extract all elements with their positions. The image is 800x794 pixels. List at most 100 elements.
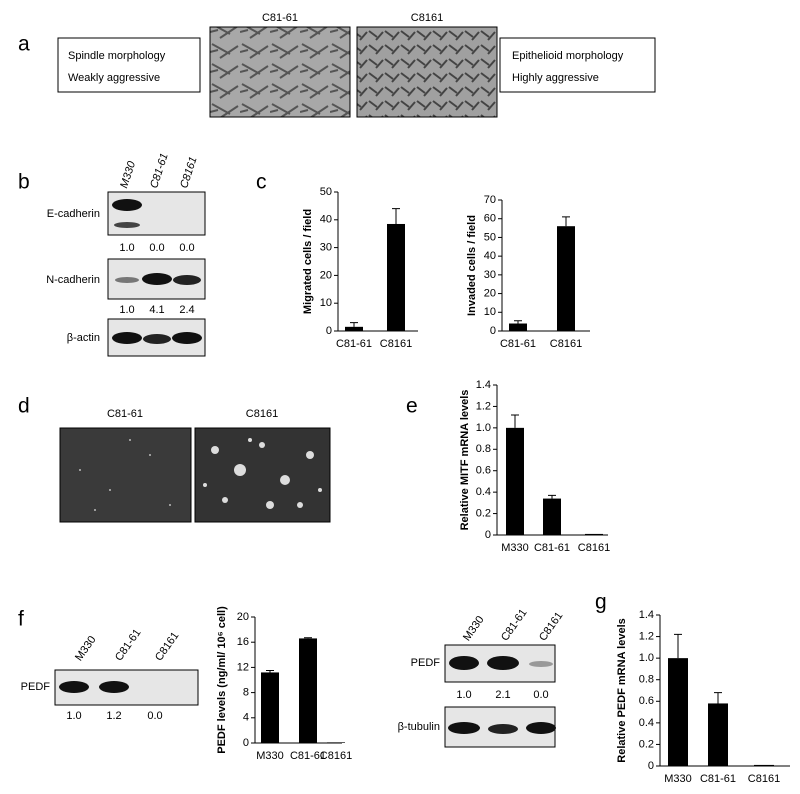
- error-bar: [392, 208, 400, 224]
- micrograph: [209, 26, 351, 118]
- quant: 0.0: [533, 689, 548, 701]
- band: [99, 681, 129, 693]
- blot-label: PEDF: [411, 657, 441, 669]
- bar: [327, 742, 345, 743]
- y-tick-label: 30: [320, 242, 332, 254]
- band: [59, 681, 89, 693]
- quant: 1.0: [119, 242, 134, 254]
- bar: [387, 223, 405, 331]
- y-tick-label: 0: [485, 529, 491, 541]
- blot-label: β-actin: [67, 332, 100, 344]
- box-text: Weakly aggressive: [68, 72, 160, 84]
- x-tick-label: C81-61: [534, 542, 570, 554]
- panel-label: d: [18, 395, 30, 418]
- band: [112, 199, 142, 211]
- quant: 0.0: [149, 242, 164, 254]
- quant: 0.0: [147, 710, 162, 722]
- y-tick-label: 1.2: [476, 400, 491, 412]
- band: [529, 661, 553, 667]
- x-tick-label: C8161: [550, 338, 582, 350]
- box-text: Epithelioid morphology: [512, 50, 624, 62]
- quant: 2.1: [495, 689, 510, 701]
- image-label: C81-61: [107, 408, 143, 420]
- quant: 1.2: [106, 710, 121, 722]
- blot-label: PEDF: [21, 681, 51, 693]
- quant: 1.0: [119, 304, 134, 316]
- bar: [668, 658, 688, 766]
- bar: [345, 326, 363, 331]
- quant: 0.0: [179, 242, 194, 254]
- y-tick-label: 0.8: [476, 443, 491, 455]
- x-tick-label: C8161: [380, 338, 412, 350]
- panel-label: f: [18, 608, 24, 631]
- x-tick-label: M330: [501, 542, 529, 554]
- lane-label: C8161: [153, 630, 181, 663]
- y-tick-label: 0.8: [639, 674, 654, 686]
- y-tick-label: 1.2: [639, 630, 654, 642]
- blot-label: β-tubulin: [398, 721, 440, 733]
- box-text: Highly aggressive: [512, 72, 599, 84]
- panel-label: b: [18, 171, 30, 194]
- bar: [585, 533, 603, 535]
- y-axis-label: Invaded cells / field: [466, 215, 478, 316]
- image-label: C81-61: [262, 12, 298, 24]
- band: [172, 332, 202, 344]
- box-text: Spindle morphology: [68, 50, 166, 62]
- y-tick-label: 50: [484, 231, 496, 243]
- y-tick-label: 8: [243, 687, 249, 699]
- band: [142, 273, 172, 285]
- lane-label: M330: [73, 634, 99, 663]
- x-tick-label: C81-61: [336, 338, 372, 350]
- y-tick-label: 12: [237, 661, 249, 673]
- y-tick-label: 50: [320, 186, 332, 198]
- y-tick-label: 40: [320, 214, 332, 226]
- micrograph: [356, 26, 498, 118]
- colonies: [203, 438, 322, 509]
- lane-label: M330: [461, 614, 487, 643]
- bar: [506, 427, 524, 535]
- colonies: [79, 439, 171, 511]
- y-tick-label: 0: [490, 325, 496, 337]
- panel-label: a: [18, 33, 30, 56]
- lane-label: C81-61: [113, 627, 144, 663]
- quant: 4.1: [149, 304, 164, 316]
- y-tick-label: 0: [326, 325, 332, 337]
- lane-label: C8161: [537, 610, 565, 643]
- bar: [557, 226, 575, 331]
- y-tick-label: 20: [237, 611, 249, 623]
- bar: [754, 764, 774, 766]
- x-tick-label: C81-61: [500, 338, 536, 350]
- x-tick-label: C81-61: [290, 750, 326, 762]
- x-tick-label: M330: [256, 750, 284, 762]
- error-bar: [548, 494, 556, 499]
- lane-label: M330: [118, 159, 138, 190]
- panel-label: e: [406, 395, 418, 418]
- bar: [708, 703, 728, 766]
- error-bar: [350, 322, 358, 327]
- bar: [543, 498, 561, 535]
- band: [112, 332, 142, 344]
- y-tick-label: 0.2: [476, 507, 491, 519]
- y-tick-label: 4: [243, 712, 249, 724]
- band: [526, 722, 556, 734]
- band: [449, 656, 479, 670]
- quant: 1.0: [456, 689, 471, 701]
- text-box: [57, 37, 201, 93]
- lane-label: C8161: [178, 155, 199, 190]
- image-label: C8161: [246, 408, 278, 420]
- band: [487, 656, 519, 670]
- error-bar: [674, 633, 682, 659]
- blot: [107, 191, 206, 236]
- y-tick-label: 0.4: [476, 486, 491, 498]
- y-tick-label: 0.2: [639, 738, 654, 750]
- blot-label: N-cadherin: [46, 274, 100, 286]
- x-tick-label: C8161: [578, 542, 610, 554]
- bar: [509, 323, 527, 331]
- x-tick-label: C8161: [748, 773, 780, 785]
- y-tick-label: 1.4: [639, 609, 654, 621]
- lane-label: C81-61: [499, 607, 530, 643]
- blot-label: E-cadherin: [47, 208, 100, 220]
- error-bar: [511, 414, 519, 428]
